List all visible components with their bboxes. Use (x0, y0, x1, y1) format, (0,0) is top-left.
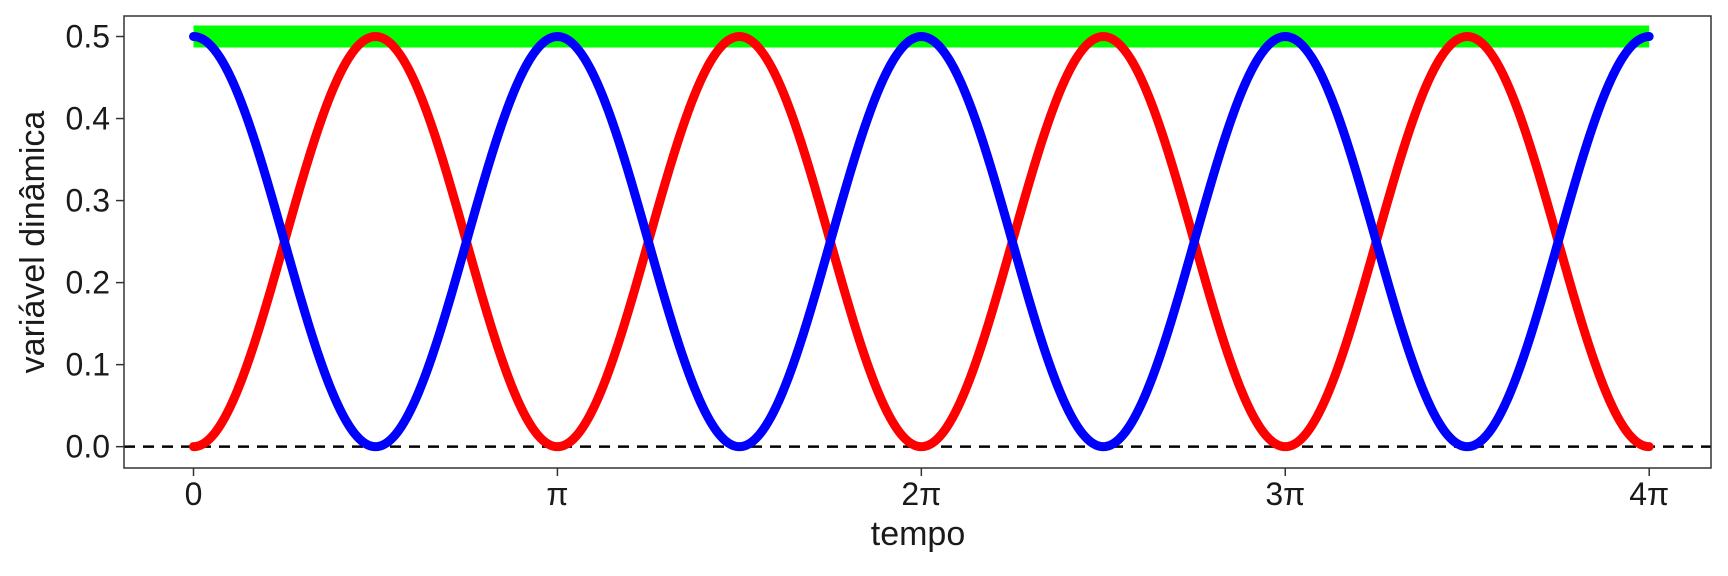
x-tick-label: π (546, 476, 568, 512)
plot-panel-border (123, 15, 1712, 469)
y-tick-label: 0.4 (66, 101, 110, 137)
x-tick-label: 0 (185, 476, 203, 512)
axis-ticks: 0 π 2π 3π 4π 0.0 0.1 0.2 0.3 0.4 0.5 (66, 19, 1670, 512)
x-axis-title: tempo (871, 515, 966, 553)
x-tick-label: 3π (1265, 476, 1305, 512)
x-tick-label: 4π (1629, 476, 1669, 512)
x-tick-label: 2π (901, 476, 941, 512)
y-tick-label: 0.2 (66, 265, 110, 301)
y-tick-label: 0.1 (66, 347, 110, 383)
y-axis-title: variável dinâmica (14, 111, 52, 374)
y-tick-label: 0.3 (66, 183, 110, 219)
plot-area (124, 25, 1711, 452)
series-line-cos-squared (189, 32, 1654, 452)
series-line-sin-squared (189, 32, 1654, 452)
y-tick-label: 0.5 (66, 19, 110, 55)
y-tick-label: 0.0 (66, 429, 110, 465)
